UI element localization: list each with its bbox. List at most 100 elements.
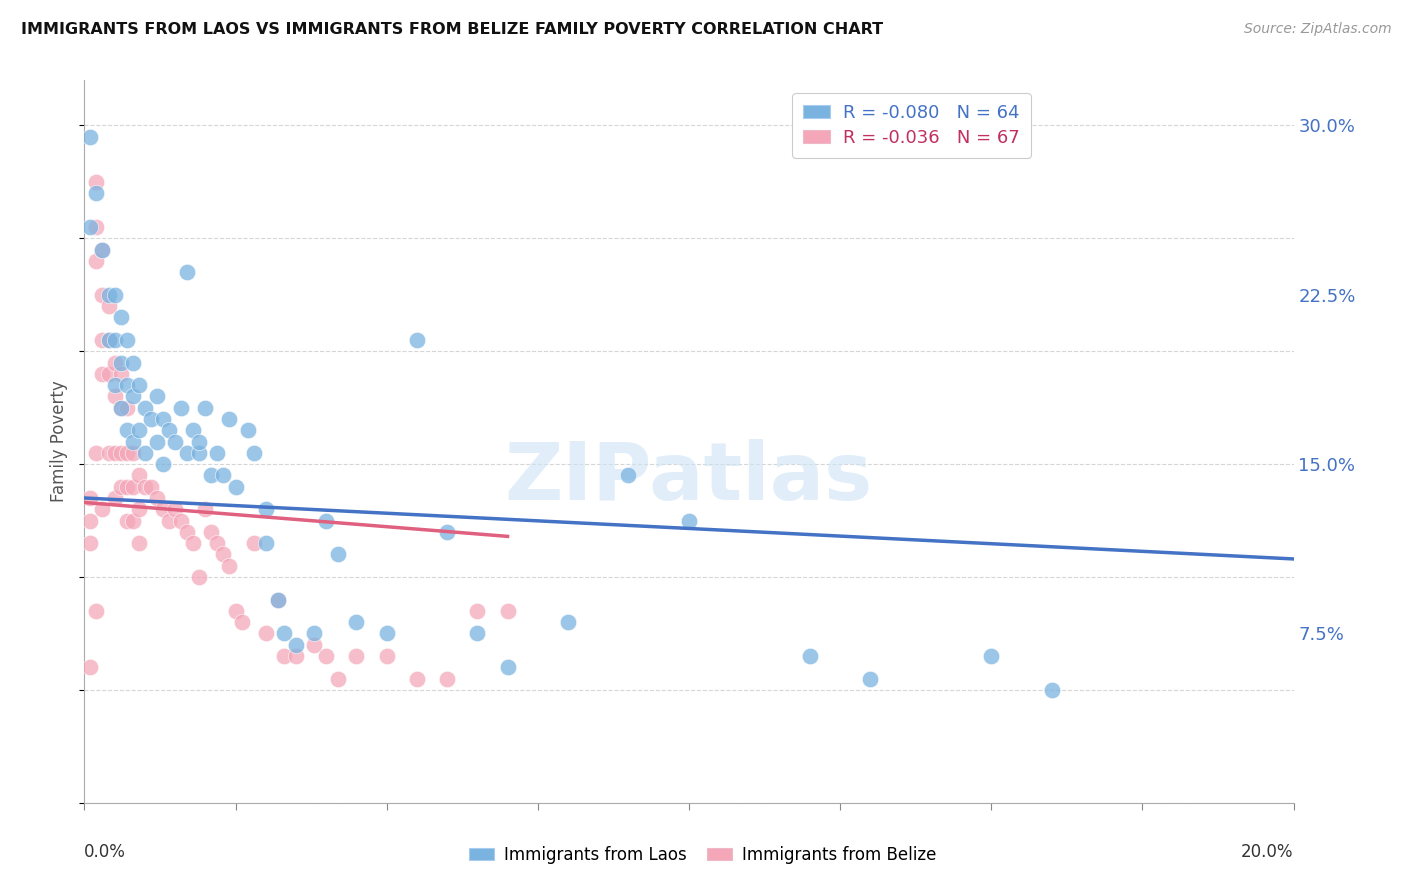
Point: [328, 672, 350, 686]
Point: [557, 615, 579, 630]
Point: [128, 536, 150, 550]
Point: [165, 502, 187, 516]
Point: [115, 446, 138, 460]
Point: [188, 434, 211, 449]
Point: [799, 648, 821, 663]
Point: [134, 480, 156, 494]
Point: [436, 672, 458, 686]
Point: [97, 333, 120, 347]
Point: [375, 648, 398, 663]
Point: [86, 604, 108, 618]
Point: [110, 446, 132, 460]
Text: 0.0%: 0.0%: [84, 844, 127, 862]
Text: Source: ZipAtlas.com: Source: ZipAtlas.com: [1244, 22, 1392, 37]
Point: [110, 480, 132, 494]
Point: [165, 434, 187, 449]
Point: [91, 502, 114, 516]
Point: [110, 310, 132, 325]
Point: [139, 412, 162, 426]
Point: [267, 592, 290, 607]
Point: [617, 468, 640, 483]
Point: [97, 333, 120, 347]
Point: [97, 299, 120, 313]
Point: [200, 468, 222, 483]
Point: [91, 367, 114, 381]
Point: [467, 626, 489, 640]
Point: [104, 491, 127, 505]
Point: [121, 514, 143, 528]
Point: [225, 604, 247, 618]
Point: [91, 287, 114, 301]
Point: [194, 401, 217, 415]
Point: [91, 243, 114, 257]
Point: [104, 389, 127, 403]
Point: [134, 401, 156, 415]
Point: [406, 672, 429, 686]
Point: [104, 333, 127, 347]
Point: [218, 558, 240, 573]
Point: [678, 514, 700, 528]
Point: [236, 423, 259, 437]
Point: [121, 480, 143, 494]
Point: [181, 423, 204, 437]
Point: [212, 468, 235, 483]
Point: [152, 457, 174, 471]
Point: [86, 175, 108, 189]
Point: [242, 536, 264, 550]
Point: [176, 524, 198, 539]
Point: [496, 604, 519, 618]
Point: [121, 446, 143, 460]
Point: [212, 548, 235, 562]
Point: [496, 660, 519, 674]
Point: [242, 446, 264, 460]
Point: [285, 648, 308, 663]
Point: [97, 287, 120, 301]
Point: [188, 570, 211, 584]
Point: [254, 502, 277, 516]
Point: [285, 638, 308, 652]
Point: [134, 446, 156, 460]
Point: [86, 446, 108, 460]
Point: [115, 401, 138, 415]
Point: [79, 660, 101, 674]
Point: [110, 355, 132, 369]
Point: [79, 514, 101, 528]
Point: [157, 423, 180, 437]
Point: [328, 548, 350, 562]
Point: [231, 615, 253, 630]
Point: [104, 446, 127, 460]
Point: [121, 355, 143, 369]
Point: [91, 243, 114, 257]
Point: [146, 491, 169, 505]
Point: [200, 524, 222, 539]
Point: [346, 615, 368, 630]
Point: [176, 446, 198, 460]
Legend: Immigrants from Laos, Immigrants from Belize: Immigrants from Laos, Immigrants from Be…: [463, 839, 943, 871]
Point: [79, 129, 101, 144]
Point: [194, 502, 217, 516]
Point: [115, 423, 138, 437]
Point: [110, 367, 132, 381]
Point: [315, 514, 337, 528]
Point: [1040, 682, 1063, 697]
Point: [225, 480, 247, 494]
Point: [86, 253, 108, 268]
Point: [121, 434, 143, 449]
Point: [315, 648, 337, 663]
Point: [128, 502, 150, 516]
Point: [152, 412, 174, 426]
Text: IMMIGRANTS FROM LAOS VS IMMIGRANTS FROM BELIZE FAMILY POVERTY CORRELATION CHART: IMMIGRANTS FROM LAOS VS IMMIGRANTS FROM …: [21, 22, 883, 37]
Point: [181, 536, 204, 550]
Point: [170, 401, 193, 415]
Point: [302, 638, 325, 652]
Point: [467, 604, 489, 618]
Point: [86, 220, 108, 235]
Point: [115, 333, 138, 347]
Point: [79, 220, 101, 235]
Point: [302, 626, 325, 640]
Point: [115, 480, 138, 494]
Point: [170, 514, 193, 528]
Point: [115, 514, 138, 528]
Point: [375, 626, 398, 640]
Point: [104, 355, 127, 369]
